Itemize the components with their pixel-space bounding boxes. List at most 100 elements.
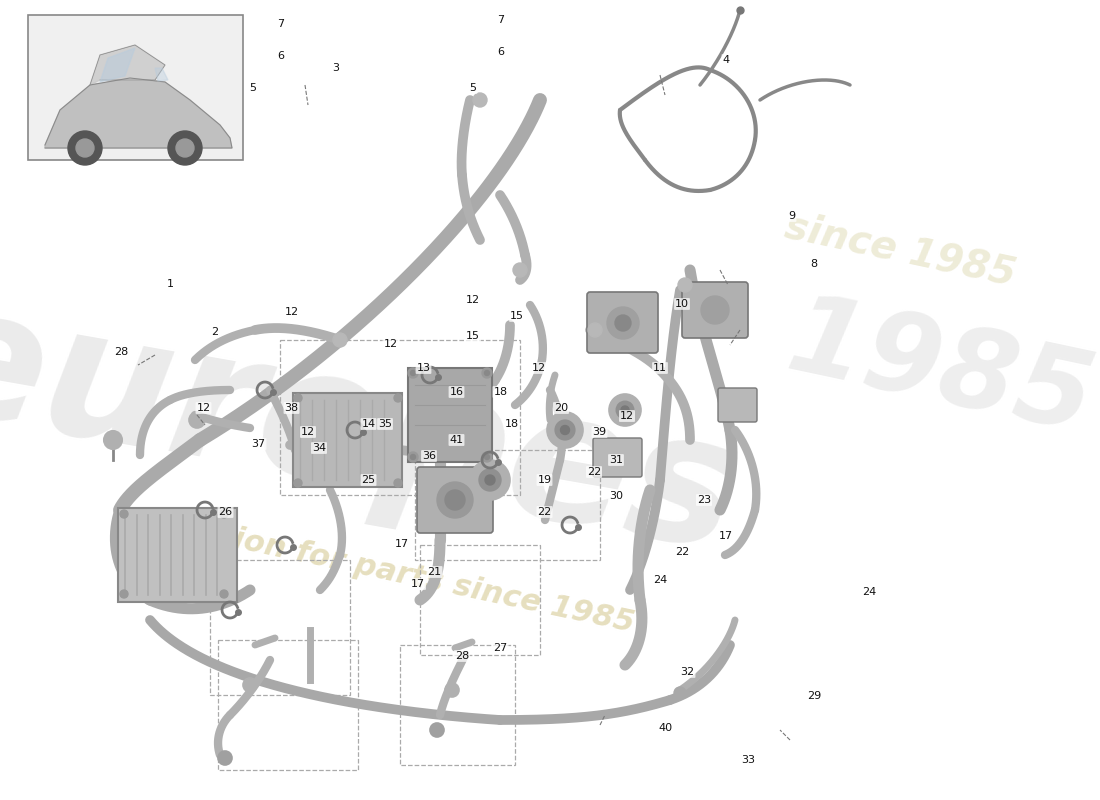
Text: 40: 40 xyxy=(659,723,672,733)
Circle shape xyxy=(484,370,490,375)
Circle shape xyxy=(410,370,416,375)
Text: 9: 9 xyxy=(789,211,795,221)
Text: 19: 19 xyxy=(538,475,551,485)
Text: 7: 7 xyxy=(497,15,504,25)
Circle shape xyxy=(473,93,487,107)
Text: 7: 7 xyxy=(277,19,284,29)
Text: a passion for parts since 1985: a passion for parts since 1985 xyxy=(123,502,637,638)
Circle shape xyxy=(176,139,194,157)
Text: 1: 1 xyxy=(167,279,174,289)
Circle shape xyxy=(678,278,692,292)
Circle shape xyxy=(168,131,202,165)
Text: 24: 24 xyxy=(862,587,876,597)
Text: 12: 12 xyxy=(620,411,634,421)
Text: 22: 22 xyxy=(538,507,551,517)
Circle shape xyxy=(220,510,228,518)
Text: 29: 29 xyxy=(807,691,821,701)
Bar xyxy=(400,645,515,765)
Text: 12: 12 xyxy=(532,363,546,373)
Text: 32: 32 xyxy=(681,667,694,677)
Circle shape xyxy=(561,426,570,434)
Circle shape xyxy=(104,431,122,449)
Text: 10: 10 xyxy=(675,299,689,309)
Circle shape xyxy=(218,751,232,765)
Circle shape xyxy=(437,482,473,518)
Polygon shape xyxy=(100,48,135,82)
Circle shape xyxy=(478,469,500,491)
Circle shape xyxy=(485,475,495,485)
Text: 12: 12 xyxy=(197,403,210,413)
FancyBboxPatch shape xyxy=(293,393,402,487)
Text: 1985: 1985 xyxy=(778,286,1100,454)
Text: 24: 24 xyxy=(653,575,667,585)
Circle shape xyxy=(470,460,510,500)
Circle shape xyxy=(189,412,205,428)
Text: 18: 18 xyxy=(494,387,507,397)
Circle shape xyxy=(616,402,634,419)
Text: 41: 41 xyxy=(450,435,463,445)
Bar xyxy=(415,450,600,560)
Circle shape xyxy=(609,394,641,426)
Circle shape xyxy=(446,490,465,510)
Text: 5: 5 xyxy=(250,83,256,93)
Bar xyxy=(28,15,243,160)
Text: 6: 6 xyxy=(277,51,284,61)
Text: 12: 12 xyxy=(466,295,480,305)
Text: 27: 27 xyxy=(494,643,507,653)
Text: 18: 18 xyxy=(505,419,518,429)
Circle shape xyxy=(408,452,418,462)
Text: 20: 20 xyxy=(554,403,568,413)
Circle shape xyxy=(513,263,527,277)
Text: 12: 12 xyxy=(285,307,298,317)
Circle shape xyxy=(394,479,402,487)
Circle shape xyxy=(430,723,444,737)
Circle shape xyxy=(243,678,257,692)
FancyBboxPatch shape xyxy=(682,282,748,338)
Text: 30: 30 xyxy=(609,491,623,501)
Text: 35: 35 xyxy=(378,419,392,429)
Text: 2: 2 xyxy=(211,327,218,337)
Text: 31: 31 xyxy=(609,455,623,465)
Bar xyxy=(218,640,358,770)
FancyBboxPatch shape xyxy=(587,292,658,353)
Circle shape xyxy=(68,131,102,165)
FancyBboxPatch shape xyxy=(593,438,642,477)
Circle shape xyxy=(556,420,575,440)
Text: 8: 8 xyxy=(811,259,817,269)
Text: 6: 6 xyxy=(497,47,504,57)
Text: 22: 22 xyxy=(587,467,601,477)
Text: 21: 21 xyxy=(428,567,441,577)
Text: 22: 22 xyxy=(675,547,689,557)
Text: 15: 15 xyxy=(466,331,480,341)
Text: 37: 37 xyxy=(252,439,265,449)
Circle shape xyxy=(607,307,639,339)
Text: 17: 17 xyxy=(719,531,733,541)
Bar xyxy=(210,560,350,695)
Text: 4: 4 xyxy=(723,55,729,65)
Circle shape xyxy=(701,296,729,324)
Text: 15: 15 xyxy=(510,311,524,321)
Circle shape xyxy=(674,687,686,699)
Text: 25: 25 xyxy=(362,475,375,485)
Circle shape xyxy=(588,323,602,337)
Text: 36: 36 xyxy=(422,451,436,461)
Text: 17: 17 xyxy=(411,579,425,589)
Circle shape xyxy=(294,479,302,487)
Text: 23: 23 xyxy=(697,495,711,505)
Circle shape xyxy=(120,510,128,518)
Text: 28: 28 xyxy=(114,347,128,357)
Polygon shape xyxy=(90,45,165,85)
Bar xyxy=(280,340,520,495)
Circle shape xyxy=(408,368,418,378)
Text: 3: 3 xyxy=(332,63,339,73)
Text: 38: 38 xyxy=(285,403,298,413)
Text: 39: 39 xyxy=(593,427,606,437)
Circle shape xyxy=(482,452,492,462)
Text: 13: 13 xyxy=(417,363,430,373)
Text: 12: 12 xyxy=(384,339,397,349)
Circle shape xyxy=(120,590,128,598)
Text: 14: 14 xyxy=(362,419,375,429)
Circle shape xyxy=(482,368,492,378)
Text: 17: 17 xyxy=(395,539,408,549)
Polygon shape xyxy=(45,78,232,148)
